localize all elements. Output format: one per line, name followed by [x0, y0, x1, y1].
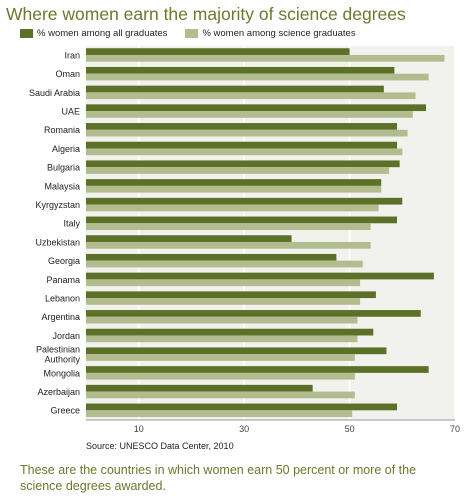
- category-label: Jordan: [52, 331, 80, 341]
- legend-item-science-graduates: % women among science graduates: [185, 28, 356, 39]
- bar-science-graduates: [86, 73, 429, 81]
- bar-science-graduates: [86, 316, 358, 324]
- bar-all-graduates: [86, 104, 427, 112]
- bar-all-graduates: [86, 85, 384, 93]
- legend-label-science-graduates: % women among science graduates: [202, 28, 356, 39]
- category-label: Azerbaijan: [37, 387, 80, 397]
- category-label: Romania: [44, 125, 80, 135]
- chart-legend: % women among all graduates % women amon…: [20, 28, 374, 39]
- chart-title: Where women earn the majority of science…: [6, 4, 406, 24]
- x-tick-label: 10: [134, 424, 144, 434]
- bar-science-graduates: [86, 279, 361, 287]
- bar-science-graduates: [86, 410, 353, 418]
- legend-label-all-graduates: % women among all graduates: [37, 28, 168, 39]
- category-label: Iran: [64, 50, 80, 60]
- category-label: Lebanon: [45, 293, 80, 303]
- bar-science-graduates: [86, 111, 413, 118]
- bar-all-graduates: [86, 253, 337, 261]
- bar-science-graduates: [86, 241, 371, 249]
- bar-all-graduates: [86, 123, 398, 130]
- category-label: Algeria: [52, 144, 80, 154]
- x-tick-label: 70: [450, 424, 460, 434]
- bar-science-graduates: [86, 54, 445, 62]
- bar-all-graduates: [86, 160, 400, 168]
- category-label: Greece: [50, 406, 80, 416]
- bar-all-graduates: [86, 66, 395, 74]
- bar-science-graduates: [86, 92, 416, 100]
- bar-all-graduates: [86, 366, 429, 373]
- bar-all-graduates: [86, 403, 398, 411]
- bar-all-graduates: [86, 179, 382, 186]
- bar-chart: Iran Oman Saudi Arabia UAE Romania Algeria Bul…: [29, 46, 460, 434]
- category-label: Oman: [55, 69, 80, 79]
- category-label: Kyrgyzstan: [35, 200, 80, 210]
- category-label: Saudi Arabia: [29, 88, 80, 98]
- legend-swatch-all-graduates: [20, 29, 33, 38]
- category-label: Mongolia: [43, 368, 80, 378]
- bar-all-graduates: [86, 141, 398, 149]
- bar-science-graduates: [86, 335, 358, 343]
- bar-science-graduates: [86, 372, 355, 380]
- legend-item-all-graduates: % women among all graduates: [20, 28, 167, 39]
- source-note: Source: UNESCO Data Center, 2010: [86, 441, 234, 451]
- x-tick-label: 50: [345, 424, 355, 434]
- bar-all-graduates: [86, 310, 421, 317]
- bar-all-graduates: [86, 347, 387, 355]
- bar-all-graduates: [86, 197, 403, 205]
- bar-science-graduates: [86, 204, 379, 212]
- category-label: Italy: [63, 219, 80, 229]
- legend-swatch-science-graduates: [185, 29, 199, 38]
- category-label: Panama: [46, 275, 80, 285]
- category-label: Authority: [44, 355, 80, 365]
- category-label: Argentina: [41, 312, 80, 322]
- bar-all-graduates: [86, 291, 376, 299]
- chart-caption: These are the countries in which women e…: [20, 463, 417, 493]
- category-label: UAE: [61, 106, 80, 116]
- bar-all-graduates: [86, 272, 434, 280]
- bar-science-graduates: [86, 148, 403, 156]
- bar-all-graduates: [86, 216, 398, 224]
- bar-science-graduates: [86, 129, 408, 137]
- bar-science-graduates: [86, 223, 371, 231]
- bar-all-graduates: [86, 384, 313, 392]
- category-label: Palestinian: [36, 345, 80, 355]
- bar-science-graduates: [86, 185, 382, 193]
- bar-science-graduates: [86, 298, 361, 305]
- bar-science-graduates: [86, 354, 355, 361]
- bar-science-graduates: [86, 167, 390, 174]
- x-tick-label: 30: [239, 424, 249, 434]
- bar-science-graduates: [86, 260, 363, 268]
- bar-science-graduates: [86, 391, 355, 399]
- category-label: Georgia: [48, 256, 80, 266]
- bar-all-graduates: [86, 328, 374, 336]
- category-label: Uzbekistan: [35, 237, 80, 247]
- plot-background: [86, 46, 455, 420]
- category-label: Malaysia: [44, 181, 80, 191]
- bar-all-graduates: [86, 48, 350, 55]
- bar-all-graduates: [86, 235, 292, 242]
- category-label: Bulgaria: [47, 163, 80, 173]
